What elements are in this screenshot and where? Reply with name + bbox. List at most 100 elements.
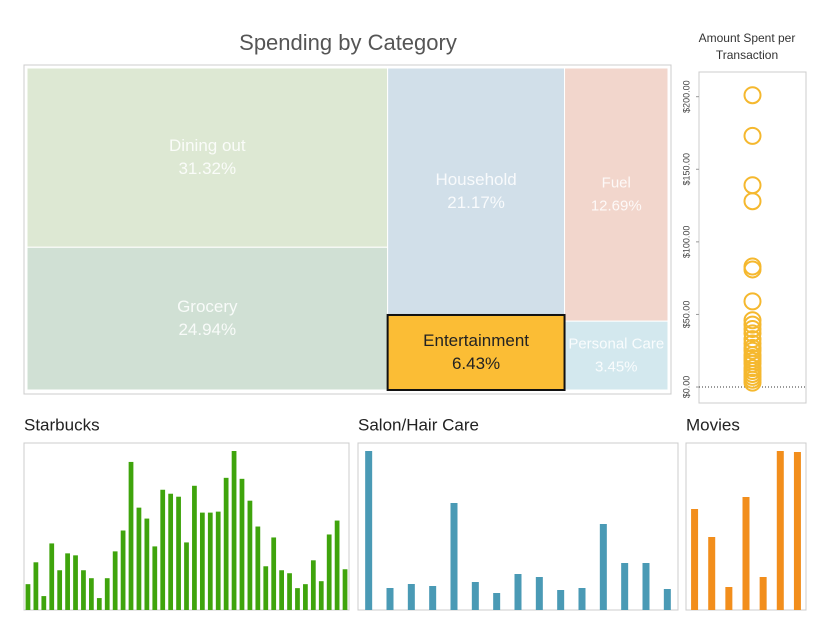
bar[interactable]: [334, 520, 340, 610]
point[interactable]: [743, 373, 762, 392]
bar[interactable]: [310, 560, 316, 610]
bar[interactable]: [152, 546, 158, 610]
bar[interactable]: [691, 509, 699, 610]
bar[interactable]: [742, 497, 750, 610]
point[interactable]: [743, 311, 762, 330]
bar[interactable]: [160, 489, 166, 610]
treemap-cell[interactable]: [564, 67, 669, 322]
point[interactable]: [743, 324, 762, 343]
chart-title: Amount Spent per Transaction: [698, 31, 796, 62]
bar[interactable]: [73, 555, 78, 610]
bar[interactable]: [207, 512, 213, 610]
category-label: Fuel: [602, 175, 631, 192]
bar[interactable]: [471, 582, 479, 610]
bar[interactable]: [318, 581, 324, 610]
bar[interactable]: [578, 588, 586, 610]
bar[interactable]: [239, 478, 245, 610]
bar[interactable]: [429, 586, 437, 610]
bar[interactable]: [759, 577, 767, 610]
bar[interactable]: [199, 512, 205, 610]
y-tick-label: $200.00: [681, 80, 691, 113]
bar[interactable]: [57, 570, 63, 610]
bar[interactable]: [271, 537, 277, 610]
point[interactable]: [743, 315, 762, 334]
point[interactable]: [743, 86, 762, 105]
category-label: Personal Care: [568, 336, 664, 353]
point[interactable]: [743, 341, 762, 360]
bar[interactable]: [96, 598, 102, 610]
point[interactable]: [743, 260, 762, 279]
bar[interactable]: [599, 524, 607, 610]
point[interactable]: [743, 126, 762, 145]
bar[interactable]: [89, 578, 94, 610]
bar[interactable]: [793, 452, 801, 610]
value-label: 12.69%: [591, 198, 642, 215]
bar[interactable]: [33, 562, 39, 610]
bar[interactable]: [112, 551, 118, 610]
bar[interactable]: [535, 577, 543, 610]
bar[interactable]: [144, 518, 150, 610]
treemap-cell[interactable]: [387, 314, 566, 391]
bar[interactable]: [279, 570, 284, 610]
bar[interactable]: [223, 477, 229, 610]
bar[interactable]: [231, 451, 237, 610]
bar[interactable]: [215, 511, 221, 610]
bar[interactable]: [25, 584, 31, 610]
bar[interactable]: [365, 451, 373, 610]
bar[interactable]: [128, 461, 134, 610]
bar[interactable]: [708, 537, 716, 610]
bar[interactable]: [41, 596, 47, 610]
bar[interactable]: [386, 588, 394, 610]
bar[interactable]: [514, 574, 522, 610]
point[interactable]: [743, 319, 762, 338]
plot-frame: [698, 71, 807, 404]
bar[interactable]: [176, 496, 181, 610]
bar[interactable]: [725, 587, 733, 610]
point[interactable]: [743, 176, 762, 195]
value-label: 21.17%: [447, 193, 505, 212]
treemap-cell[interactable]: [387, 67, 566, 316]
category-label: Grocery: [177, 297, 238, 316]
bar[interactable]: [247, 500, 253, 610]
bar[interactable]: [663, 589, 671, 610]
bar[interactable]: [136, 507, 142, 610]
category-label: Dining out: [169, 136, 246, 155]
bar[interactable]: [776, 451, 784, 610]
bar[interactable]: [621, 563, 629, 610]
chart-title-box: Amount Spent per Transaction: [698, 31, 796, 62]
bar[interactable]: [287, 573, 292, 610]
bar[interactable]: [65, 553, 70, 610]
bar[interactable]: [192, 485, 197, 610]
bar[interactable]: [81, 570, 86, 610]
bar[interactable]: [450, 503, 458, 610]
value-label: 24.94%: [178, 320, 236, 339]
bar[interactable]: [303, 584, 308, 610]
chart-title: Starbucks: [24, 415, 100, 434]
treemap-cell[interactable]: [564, 320, 669, 391]
treemap-cell[interactable]: [26, 67, 389, 248]
bar[interactable]: [407, 584, 415, 610]
bar[interactable]: [642, 563, 650, 610]
bar[interactable]: [295, 588, 300, 610]
bar[interactable]: [326, 534, 332, 610]
bar[interactable]: [263, 566, 269, 610]
bar[interactable]: [168, 493, 174, 610]
bar[interactable]: [342, 569, 348, 610]
bar[interactable]: [184, 542, 189, 610]
y-tick-label: $0.00: [681, 376, 691, 399]
chart-title: Spending by Category: [239, 30, 457, 55]
bar[interactable]: [49, 543, 55, 610]
bar[interactable]: [120, 530, 126, 611]
y-tick-label: $50.00: [681, 301, 691, 329]
bar[interactable]: [255, 526, 261, 610]
category-label: Entertainment: [423, 331, 529, 350]
bar[interactable]: [557, 590, 565, 610]
point[interactable]: [743, 192, 762, 211]
bar[interactable]: [493, 593, 501, 610]
bar[interactable]: [104, 578, 110, 610]
point[interactable]: [743, 334, 762, 353]
point[interactable]: [743, 292, 762, 311]
treemap-cell[interactable]: [26, 246, 389, 391]
